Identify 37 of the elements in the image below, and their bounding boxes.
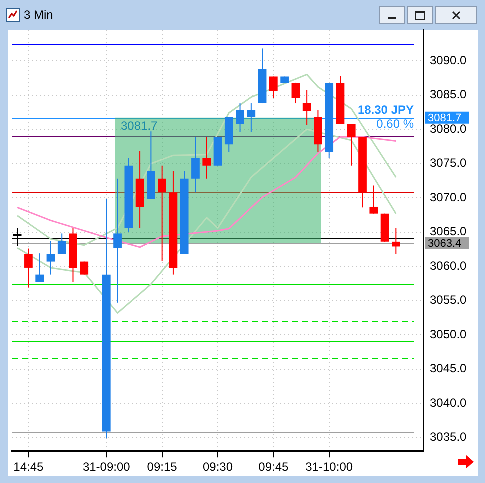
- chart-title: 3 Min: [24, 8, 54, 22]
- ref-line-label: 3063.4: [428, 238, 462, 250]
- y-tick-label: 3075.0: [430, 156, 468, 170]
- y-tick-label: 3060.0: [430, 258, 468, 273]
- x-tick-label: 09:45: [258, 460, 290, 474]
- candlestick: [147, 131, 156, 200]
- candlestick: [58, 233, 66, 255]
- y-tick-label: 3085.0: [430, 88, 468, 102]
- x-tick-label: 31-09:00: [82, 460, 131, 474]
- candlestick: [80, 261, 89, 276]
- x-tick-label: 09:30: [202, 460, 234, 474]
- y-tick-label: 3080.0: [430, 122, 468, 136]
- y-tick-label: 3050.0: [430, 327, 468, 342]
- candlestick: [69, 228, 78, 283]
- candlestick: [347, 124, 356, 166]
- band-label: 3081.7: [121, 119, 158, 134]
- candlestick: [114, 178, 122, 304]
- y-tick-label: 3065.0: [430, 224, 468, 239]
- annotation: 0.60 %: [376, 117, 414, 132]
- x-tick-label: 14:45: [14, 460, 44, 474]
- y-tick-label: 3035.0: [430, 430, 468, 444]
- y-tick-label: 3070.0: [430, 190, 468, 204]
- annotation: 18.30 JPY: [358, 103, 414, 118]
- candlestick: [224, 116, 234, 153]
- ref-line-label: 3081.7: [428, 112, 462, 124]
- y-tick-label: 3055.0: [430, 293, 468, 308]
- y-tick-label: 3045.0: [430, 362, 468, 376]
- candlestick: [314, 110, 322, 153]
- candlestick: [325, 82, 334, 159]
- x-tick-label: 09:15: [147, 460, 178, 474]
- y-tick-label: 3040.0: [430, 396, 468, 410]
- y-tick-label: 3090.0: [430, 53, 468, 68]
- candlestick: [192, 136, 200, 194]
- candlestick: [358, 136, 367, 208]
- candlestick: [370, 185, 378, 214]
- candlestick: [180, 170, 189, 255]
- x-tick-label: 31-10:00: [306, 460, 354, 474]
